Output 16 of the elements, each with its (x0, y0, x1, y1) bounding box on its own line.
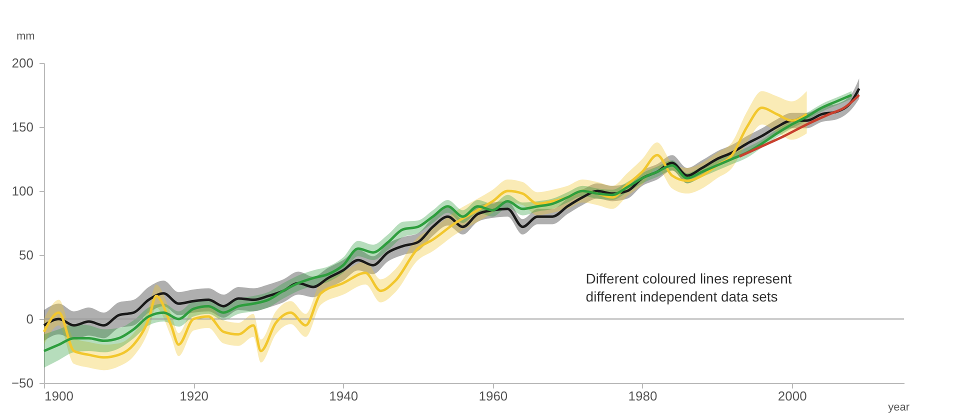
line-series (738, 94, 860, 158)
x-tick-label: 1980 (628, 388, 658, 404)
y-axis-title: mm (16, 30, 35, 42)
y-tick-label: 150 (12, 120, 34, 134)
y-tick-label: 200 (12, 56, 34, 70)
y-tick-label: 100 (12, 184, 34, 198)
x-axis-title: year (888, 402, 910, 414)
y-tick-label: −50 (11, 376, 34, 390)
y-tick-label: 50 (19, 248, 34, 262)
x-tick-label: 1960 (478, 388, 508, 404)
annotation: Different coloured lines represent different independent data sets (586, 270, 792, 305)
y-tick-label: 0 (26, 312, 34, 326)
x-tick-label: 1920 (180, 388, 209, 404)
x-tick-label: 1940 (329, 388, 358, 404)
x-tick-label: 2000 (778, 388, 807, 404)
x-tick-label: 1900 (44, 388, 74, 404)
